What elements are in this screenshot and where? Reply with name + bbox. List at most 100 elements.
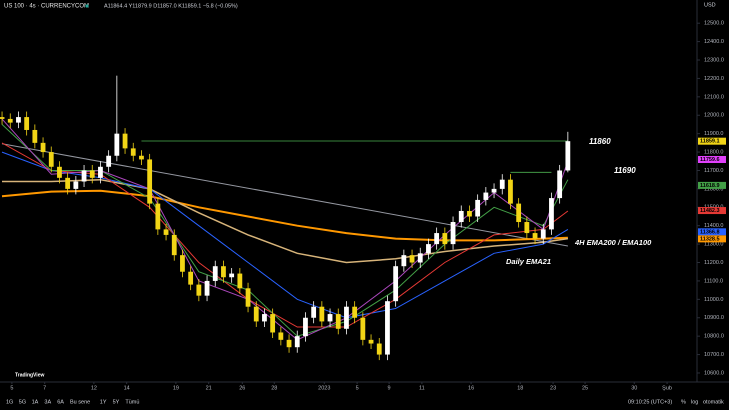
range-button[interactable]: 1Y [100,399,107,405]
x-tick-label: 19 [173,385,179,391]
candle-body [73,181,79,189]
candle-body [114,133,120,156]
candle-body [155,203,161,230]
candle-body [98,166,103,178]
candle-body [335,314,341,329]
y-tick-label: 11300.0 [704,242,723,248]
y-tick-label: 11700.0 [704,168,723,174]
candle-body [368,339,374,344]
y-tick-label: 10700.0 [704,352,724,358]
candle-body [278,332,284,340]
x-tick-label: 5 [356,385,359,391]
range-button[interactable]: 1G [6,399,13,405]
y-tick-label: 12200.0 [704,76,724,82]
candle-body [417,253,423,263]
price-badge-label: 11328.5 [700,236,720,242]
y-tick-label: 12500.0 [704,21,724,27]
range-button[interactable]: 6A [57,399,64,405]
range-button[interactable]: 5Y [113,399,120,405]
candle-body [450,222,456,245]
candle-body [434,233,440,245]
candle-body [491,188,497,193]
candle-body [557,170,563,199]
candle-body [385,301,390,355]
candle-body [262,314,267,322]
price-badge [698,228,726,236]
x-tick-label: 30 [631,385,637,391]
y-tick-label: 12000.0 [704,113,724,119]
candle-body [16,117,21,123]
price-badge-label: 11859.1 [700,139,720,145]
annotation: Daily EMA21 [506,257,551,266]
price-badge [698,235,726,243]
x-tick-label: 25 [582,385,588,391]
candle-body [204,280,210,296]
candle-body [483,192,489,200]
toolbar: 1G 5G 1A 3A 6A Bu sene 1Y 5Y Tümü [6,399,139,405]
candle-body [40,142,46,153]
candle-body [475,199,481,217]
candle-body [401,255,407,267]
price-badge-label: 11482.3 [700,208,720,214]
x-tick-label: 12 [91,385,97,391]
price-badge-label: 11366.8 [700,229,720,235]
range-button[interactable]: 3A [44,399,51,405]
ohlc: A11864.4 Y11879.9 D11857.0 K11859.1 −5.8… [104,3,238,9]
candle-body [270,314,276,333]
y-tick-label: 11400.0 [704,223,723,229]
logo: TradingView [15,372,44,378]
candle-body [81,170,87,182]
y-tick-label: 11900.0 [704,131,723,137]
range-button[interactable]: 5G [19,399,26,405]
x-tick-label: 21 [206,385,212,391]
x-tick-label: 28 [271,385,277,391]
candle-body [7,118,13,123]
status-dot [85,4,89,8]
currency: USD [704,2,716,8]
y-tick-label: 12100.0 [704,94,724,100]
x-tick-label: 16 [468,385,474,391]
clock: 09:10:25 (UTC+3) [628,399,672,405]
range-button[interactable]: Tümü [125,399,139,405]
candle-body [171,234,177,256]
range-button[interactable]: Bu sene [70,399,90,405]
y-tick-label: 10800.0 [704,334,724,340]
x-tick-label: 7 [43,385,46,391]
price-badge [698,156,726,164]
candle-body [311,306,317,318]
price-badge-label: 11618.9 [700,183,720,189]
candle-body [540,229,546,239]
candle-body [376,343,382,355]
y-tick-label: 10600.0 [704,370,724,376]
candle-body [180,255,185,272]
y-tick-label: 12300.0 [704,57,724,63]
percent-toggle[interactable]: % [681,399,686,405]
candle-body [565,141,571,171]
range-button[interactable]: 1A [32,399,39,405]
candle-body [163,229,169,235]
ma-line [1,143,568,247]
ma-line [1,189,568,242]
log-toggle[interactable]: log [691,399,698,405]
candle-body [139,155,144,160]
candle-body [48,152,54,167]
candle-body [532,233,538,239]
candle-body [467,210,472,217]
candle-body [319,306,325,322]
auto-toggle[interactable]: otomatik [703,399,724,405]
candle-body [360,317,366,340]
x-tick-label: 9 [388,385,391,391]
candle-body [147,159,153,204]
candle-body [89,170,95,178]
x-tick-label: 18 [517,385,523,391]
candle-body [393,266,399,302]
y-tick-label: 10900.0 [704,315,724,321]
candle-body [229,273,235,278]
candle-body [245,288,251,307]
candle-body [0,117,5,119]
ma-line [1,151,569,319]
x-tick-label: 23 [550,385,556,391]
candle-body [253,306,259,322]
annotation: 4H EMA200 / EMA100 [574,238,652,247]
y-tick-label: 11600.0 [704,186,723,192]
